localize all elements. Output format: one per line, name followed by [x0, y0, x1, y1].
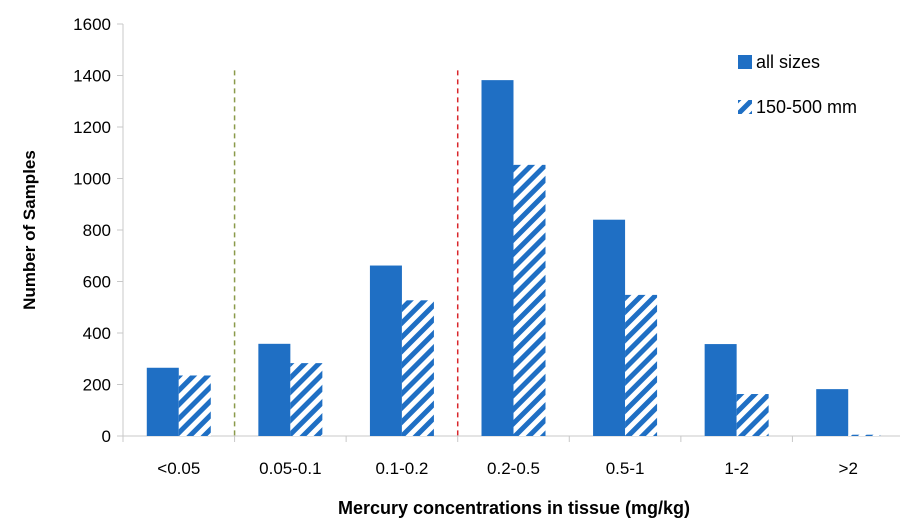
x-tick-label: 1-2	[724, 459, 749, 478]
legend-swatch-150-500mm	[738, 100, 752, 114]
y-tick-label: 0	[102, 427, 111, 446]
bar-all-sizes	[146, 367, 179, 436]
bar-all-sizes	[816, 389, 849, 436]
bar-all-sizes	[258, 343, 291, 436]
y-tick-label: 600	[83, 273, 111, 292]
bar-all-sizes	[481, 80, 514, 436]
bar-150-500mm	[401, 300, 434, 436]
y-tick-label: 200	[83, 376, 111, 395]
x-tick-label: 0.05-0.1	[259, 459, 321, 478]
y-tick-label: 400	[83, 324, 111, 343]
bar-all-sizes	[704, 344, 737, 436]
legend: all sizes 150-500 mm	[738, 52, 857, 117]
y-axis-ticks: 0 200 400 600 800 1000 1200 1400 1600	[73, 15, 123, 446]
y-tick-label: 800	[83, 221, 111, 240]
y-tick-label: 1200	[73, 118, 111, 137]
bar-150-500mm	[178, 375, 211, 436]
x-axis-title: Mercury concentrations in tissue (mg/kg)	[338, 498, 690, 518]
bar-all-sizes	[593, 219, 626, 436]
x-tick-label: <0.05	[157, 459, 200, 478]
bar-150-500mm	[848, 434, 881, 436]
x-tick-label: 0.5-1	[606, 459, 645, 478]
y-tick-label: 1400	[73, 67, 111, 86]
bar-all-sizes	[369, 265, 402, 436]
legend-label-all-sizes: all sizes	[756, 52, 820, 72]
x-tick-label: >2	[839, 459, 858, 478]
bar-150-500mm	[290, 363, 323, 436]
bar-150-500mm	[625, 294, 658, 436]
x-axis-ticks: <0.05 0.05-0.1 0.1-0.2 0.2-0.5 0.5-1 1-2 >2	[122, 436, 858, 478]
legend-swatch-all-sizes	[738, 55, 752, 69]
x-tick-label: 0.2-0.5	[487, 459, 540, 478]
bars-group	[146, 80, 881, 437]
bar-150-500mm	[513, 164, 546, 437]
bar-150-500mm	[736, 394, 769, 436]
y-tick-label: 1000	[73, 170, 111, 189]
legend-label-150-500mm: 150-500 mm	[756, 97, 857, 117]
reference-lines	[233, 70, 459, 436]
y-axis-title: Number of Samples	[20, 150, 39, 310]
y-tick-label: 1600	[73, 15, 111, 34]
x-tick-label: 0.1-0.2	[375, 459, 428, 478]
plot-area: 0 200 400 600 800 1000 1200 1400 1600 <0.05 0.05-…	[73, 15, 900, 478]
